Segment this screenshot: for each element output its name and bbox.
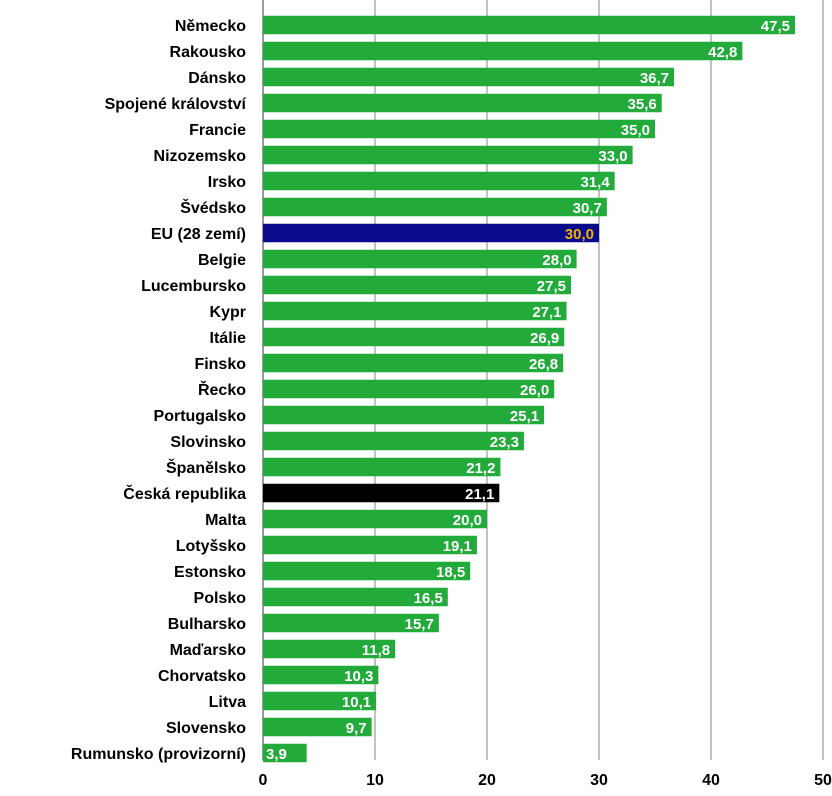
bar xyxy=(263,587,448,607)
category-label: Německo xyxy=(175,18,246,35)
value-label: 10,1 xyxy=(342,694,371,711)
value-label: 25,1 xyxy=(510,408,539,425)
x-tick-label: 30 xyxy=(590,772,608,789)
bar xyxy=(263,327,565,347)
bar xyxy=(263,301,567,321)
category-label: Maďarsko xyxy=(170,642,247,659)
category-label: Švédsko xyxy=(180,198,246,217)
bar xyxy=(263,15,795,35)
bar xyxy=(263,561,471,581)
bar xyxy=(263,249,577,269)
category-label: Finsko xyxy=(194,356,246,373)
category-label: EU (28 zemí) xyxy=(151,226,246,243)
value-label: 36,7 xyxy=(640,70,669,87)
bar xyxy=(263,717,372,737)
value-label: 16,5 xyxy=(414,590,443,607)
category-label: Spojené království xyxy=(105,96,247,113)
value-label: 20,0 xyxy=(453,512,482,529)
value-label: 33,0 xyxy=(598,148,627,165)
category-label: Řecko xyxy=(198,380,246,399)
category-label: Bulharsko xyxy=(168,616,246,633)
value-label: 42,8 xyxy=(708,44,737,61)
category-label: Slovensko xyxy=(166,720,246,737)
bar xyxy=(263,509,487,529)
value-label: 30,7 xyxy=(573,200,602,217)
value-label: 15,7 xyxy=(405,616,434,633)
bar xyxy=(263,457,501,477)
value-label: 11,8 xyxy=(362,642,390,659)
bar xyxy=(263,535,477,555)
bar xyxy=(263,119,655,139)
bar xyxy=(263,379,555,399)
bar xyxy=(263,223,599,243)
value-label: 26,8 xyxy=(529,356,558,373)
category-label: Rumunsko (provizorní) xyxy=(71,746,246,763)
value-label: 18,5 xyxy=(436,564,465,581)
bar xyxy=(263,275,571,295)
category-label: Nizozemsko xyxy=(154,148,247,165)
category-label: Kypr xyxy=(210,304,246,321)
value-labels: 47,5 42,8 36,7 35,6 35,0 33,0 31,4 30,7 30,0 28,0… xyxy=(266,18,790,763)
x-axis-tick-labels: 0 10 20 30 40 50 xyxy=(259,772,832,789)
bar xyxy=(263,67,675,87)
x-tick-label: 40 xyxy=(702,772,720,789)
value-label: 35,6 xyxy=(628,96,657,113)
value-label: 47,5 xyxy=(761,18,790,35)
value-label: 19,1 xyxy=(443,538,472,555)
value-label: 28,0 xyxy=(542,252,571,269)
value-label: 9,7 xyxy=(346,720,367,737)
value-label: 21,1 xyxy=(465,486,494,503)
bar xyxy=(263,197,607,217)
x-tick-label: 10 xyxy=(366,772,384,789)
x-tick-label: 0 xyxy=(259,772,268,789)
category-label: Lucembursko xyxy=(141,278,246,295)
category-label: Estonsko xyxy=(174,564,246,581)
bar xyxy=(263,665,379,685)
category-label: Portugalsko xyxy=(154,408,247,425)
bar xyxy=(263,691,377,711)
value-label: 23,3 xyxy=(490,434,519,451)
value-label: 3,9 xyxy=(266,746,287,763)
bar xyxy=(263,405,545,425)
bar xyxy=(263,483,500,503)
category-label: Rakousko xyxy=(170,44,247,61)
category-label: Itálie xyxy=(210,330,247,347)
category-label: Dánsko xyxy=(188,70,246,87)
category-label: Polsko xyxy=(194,590,247,607)
bar xyxy=(263,145,633,165)
value-label: 27,5 xyxy=(537,278,566,295)
bar xyxy=(263,41,743,61)
x-tick-label: 20 xyxy=(478,772,496,789)
x-tick-label: 50 xyxy=(814,772,832,789)
category-label: Irsko xyxy=(208,174,246,191)
category-label: Chorvatsko xyxy=(158,668,246,685)
bar xyxy=(263,613,439,633)
category-label: Lotyšsko xyxy=(176,538,246,555)
category-label: Litva xyxy=(209,694,246,711)
value-label: 26,9 xyxy=(530,330,559,347)
bar xyxy=(263,639,396,659)
bars xyxy=(263,15,795,763)
category-label: Francie xyxy=(189,122,246,139)
bar xyxy=(263,743,307,763)
category-labels: Německo Rakousko Dánsko Spojené království F… xyxy=(71,18,247,763)
category-label: Malta xyxy=(205,512,246,529)
value-label: 21,2 xyxy=(466,460,495,477)
bar xyxy=(263,353,564,373)
value-label: 26,0 xyxy=(520,382,549,399)
value-label: 27,1 xyxy=(532,304,561,321)
value-label: 31,4 xyxy=(580,174,610,191)
value-label: 30,0 xyxy=(565,226,594,243)
value-label: 10,3 xyxy=(344,668,373,685)
category-label: Česká republika xyxy=(123,484,246,503)
category-label: Belgie xyxy=(198,252,246,269)
category-label: Slovinsko xyxy=(170,434,246,451)
bar xyxy=(263,171,615,191)
category-label: Španělsko xyxy=(166,458,246,477)
value-label: 35,0 xyxy=(621,122,650,139)
bar xyxy=(263,93,662,113)
bar xyxy=(263,431,524,451)
